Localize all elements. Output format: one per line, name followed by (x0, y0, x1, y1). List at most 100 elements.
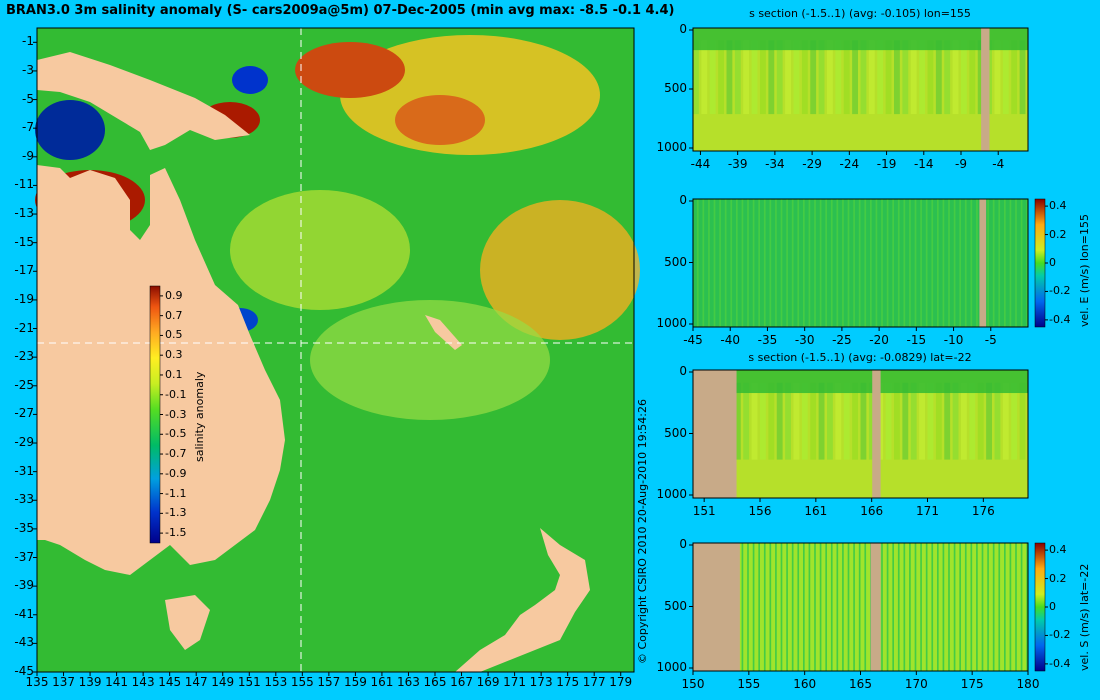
map-colorbar-tick-label: -1.3 (165, 506, 187, 520)
section-stripe (760, 543, 764, 671)
section-stripe (732, 199, 736, 327)
section-stripe (860, 40, 867, 115)
section-stripe (1000, 543, 1004, 671)
section-stripe (760, 40, 766, 115)
map-colorbar-tick-label: 0.9 (165, 288, 183, 302)
velocity-colorbar (1034, 542, 1046, 672)
section-stripe (704, 543, 709, 671)
velocity-colorbar-tick-label: 0.4 (1049, 199, 1067, 213)
section-x-tick-label: -45 (683, 333, 703, 347)
section-y-tick-label: 0 (679, 193, 687, 207)
section-panel-title: s section (-1.5..1) (avg: -0.0829) lat=-… (748, 351, 972, 364)
section-stripe (972, 199, 977, 327)
section-stripe (754, 199, 759, 327)
map-y-tick-label: -3 (22, 62, 34, 77)
map-y-tick-label: -21 (14, 320, 34, 335)
section-frame (692, 369, 1029, 499)
map-x-tick-label: 151 (237, 675, 261, 689)
new-zealand-land (455, 528, 590, 672)
section-stripe (988, 543, 993, 671)
map-x-tick-label: 153 (264, 675, 288, 689)
section-stripe (961, 543, 965, 671)
map-x-tick-label: 167 (450, 675, 473, 689)
section-stripe (871, 543, 876, 671)
section-y-tick-label: 500 (664, 81, 687, 95)
section-stripe (720, 543, 725, 671)
section-stripe (720, 199, 725, 327)
map-colorbar-tick-label: -1.5 (165, 526, 187, 540)
section-stripe (977, 199, 982, 327)
section-stripe (748, 199, 753, 327)
section-stripe (1005, 199, 1010, 327)
section-frame (692, 198, 1029, 328)
section-field (693, 543, 1028, 671)
section-stripe (952, 40, 959, 115)
section-stripe (1019, 382, 1026, 460)
section-stripe (693, 199, 697, 327)
map-x-tick-label: 149 (211, 675, 235, 689)
new-caledonia-land (425, 315, 462, 350)
section-stripe (877, 382, 884, 460)
section-stripe (793, 40, 800, 115)
map-x-tick-label: 161 (370, 675, 394, 689)
section-stripe (1022, 543, 1027, 671)
section-stripe (944, 382, 951, 460)
section-stripe (793, 543, 798, 671)
section-stripe (751, 382, 758, 460)
section-stripe (938, 199, 943, 327)
section-x-tick-label: -4 (992, 157, 1005, 171)
section-stripe (1016, 543, 1021, 671)
section-stripe (955, 199, 960, 327)
section-stripe (751, 40, 758, 115)
section-stripe (704, 199, 709, 327)
section-stripe (801, 382, 808, 460)
section-stripe (782, 199, 787, 327)
section-stripe (994, 543, 999, 671)
section-field (693, 199, 1028, 327)
section-stripe (743, 543, 748, 671)
section-stripe (882, 543, 887, 671)
section-stripe (760, 382, 766, 460)
section-stripe (994, 199, 999, 327)
section-stripe (935, 40, 942, 115)
section-frame (692, 542, 1029, 672)
section-stripe (910, 40, 917, 115)
section-stripe (715, 543, 720, 671)
section-stripe (843, 382, 850, 460)
map-colorbar-tick-label: 0.3 (165, 348, 183, 362)
section-stripe (754, 543, 759, 671)
section-stripe (894, 199, 898, 327)
section-stripe (709, 382, 716, 460)
section-land (870, 543, 881, 671)
anomaly-patch (310, 300, 550, 420)
section-stripe (916, 199, 921, 327)
section-stripe (737, 543, 742, 671)
section-x-tick-label: -34 (765, 157, 785, 171)
velocity-colorbar (1034, 198, 1046, 328)
section-stripe (994, 382, 1001, 460)
section-stripe (701, 40, 708, 115)
section-stripe (698, 543, 703, 671)
section-x-tick-label: -29 (802, 157, 822, 171)
map-y-tick-label: -35 (14, 520, 34, 535)
map-x-tick-label: 147 (184, 675, 208, 689)
section-stripe (983, 199, 988, 327)
section-x-tick-label: 160 (793, 677, 817, 691)
map-y-tick-label: -43 (14, 635, 34, 650)
section-stripe (776, 382, 783, 460)
section-stripe (927, 543, 932, 671)
section-stripe (977, 543, 982, 671)
section-stripe (877, 543, 882, 671)
section-stripe (827, 199, 831, 327)
map-x-tick-label: 179 (609, 675, 633, 689)
section-land (693, 543, 740, 671)
map-y-tick-label: -23 (14, 349, 34, 364)
section-panel-title: s section (-1.5..1) (avg: -0.105) lon=15… (749, 7, 971, 20)
section-stripe (927, 40, 934, 115)
section-x-tick-label: -30 (794, 333, 815, 347)
section-stripe (1002, 40, 1009, 115)
section-stripe (902, 382, 909, 460)
map-y-tick-label: -1 (22, 34, 34, 49)
map-y-tick-label: -11 (14, 177, 34, 192)
map-y-tick-label: -13 (14, 206, 34, 221)
